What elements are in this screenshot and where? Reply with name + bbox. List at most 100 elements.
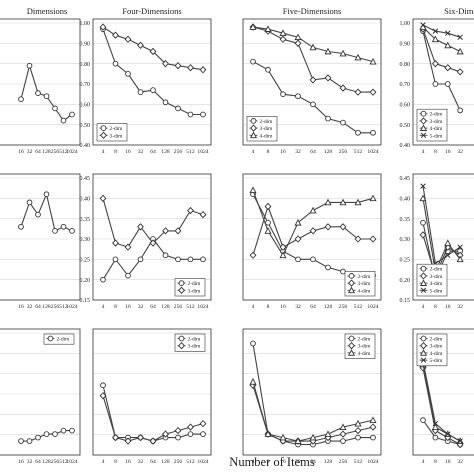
x-tick-label: 4: [422, 149, 425, 155]
x-tick-label: 32: [295, 459, 301, 465]
panel-frame: [0, 18, 81, 146]
data-point: [309, 227, 317, 235]
data-point: [99, 392, 107, 400]
data-point: [419, 231, 427, 239]
data-point: [279, 433, 287, 441]
panel-frame: [412, 173, 474, 301]
legend-label: 3-dim: [430, 119, 444, 125]
legend-label: 2-dim: [260, 119, 274, 125]
legend-marker: [348, 342, 355, 350]
data-point: [162, 227, 169, 235]
x-tick-label: 8: [434, 149, 437, 155]
data-point: [174, 62, 182, 70]
legend-marker: [419, 349, 428, 356]
panel-frame: [92, 173, 212, 301]
data-point: [60, 427, 67, 434]
panel-frame: [242, 328, 382, 456]
legend-label: 4-dim: [430, 126, 444, 132]
legend-marker: [178, 280, 185, 286]
y-tick-label: 0.40: [400, 197, 411, 203]
data-point: [457, 107, 463, 114]
data-point: [249, 23, 257, 30]
data-point: [339, 423, 347, 430]
data-point: [444, 239, 452, 246]
panel-frame: [92, 328, 212, 456]
y-tick-label: 0.30: [80, 237, 91, 243]
data-point: [162, 430, 169, 438]
x-tick-label: 64: [35, 459, 41, 465]
data-point: [324, 47, 332, 55]
y-tick-label: 0.15: [400, 298, 411, 304]
x-tick-label: 32: [457, 304, 463, 310]
x-tick-label: 256: [174, 304, 183, 310]
data-point: [150, 87, 156, 93]
legend-label: 2-dim: [57, 337, 71, 343]
data-point: [137, 223, 144, 231]
data-point: [340, 119, 346, 126]
data-point: [249, 251, 257, 259]
x-tick-label: 1024: [197, 304, 208, 310]
y-tick-label: 0.60: [80, 103, 91, 109]
legend-marker: [178, 335, 185, 342]
legend-marker: [419, 124, 428, 131]
data-point: [431, 60, 439, 68]
y-tick-label: 0.20: [80, 278, 91, 284]
x-tick-label: 16: [445, 149, 451, 155]
legend-label: 2-dim: [430, 267, 444, 273]
data-point: [324, 430, 332, 437]
data-point: [354, 53, 362, 61]
data-point: [43, 431, 50, 437]
y-tick-label: 1.00: [80, 21, 91, 27]
data-point: [309, 206, 317, 214]
data-point: [26, 62, 33, 69]
x-tick-label: 16: [18, 149, 24, 155]
data-point: [354, 235, 362, 243]
data-point: [457, 438, 463, 444]
x-tick-label: 16: [125, 149, 131, 155]
data-point: [99, 23, 107, 31]
x-tick-label: 1024: [367, 149, 378, 155]
legend-label: 3-dim: [188, 344, 202, 350]
data-point: [324, 198, 332, 206]
x-tick-label: 128: [42, 459, 51, 465]
data-point: [432, 28, 439, 34]
y-tick-label: 0.80: [80, 62, 91, 68]
legend-label: 3-dim: [358, 344, 372, 350]
legend-label: 5-dim: [430, 358, 444, 364]
y-tick-label: 0.50: [400, 123, 411, 129]
x-tick-label: 1024: [66, 149, 77, 155]
x-tick-label: 16: [18, 304, 24, 310]
legend-marker: [420, 357, 427, 363]
data-point: [26, 199, 33, 206]
x-tick-label: 8: [267, 304, 270, 310]
legend-marker: [348, 279, 355, 287]
data-point: [35, 90, 41, 97]
legend-marker: [250, 124, 257, 132]
data-point: [354, 419, 362, 427]
panel-frame: [412, 328, 474, 456]
x-tick-label: 256: [339, 459, 348, 465]
data-point: [309, 76, 317, 84]
x-tick-label: 64: [35, 149, 41, 155]
legend-label: 3-dim: [358, 281, 372, 287]
data-point: [264, 202, 272, 211]
x-tick-label: 4: [422, 304, 425, 310]
y-tick-label: 0.70: [400, 82, 411, 88]
data-point: [69, 111, 75, 118]
data-point: [162, 60, 169, 68]
x-tick-label: 512: [354, 149, 363, 155]
data-point: [187, 431, 194, 437]
data-point: [444, 64, 452, 72]
legend: 2-dim: [43, 333, 75, 345]
data-point: [456, 68, 464, 76]
data-point: [26, 438, 33, 444]
data-point: [200, 431, 206, 437]
legend-marker: [47, 335, 54, 342]
data-point: [162, 252, 169, 259]
data-point: [369, 194, 377, 202]
data-point: [324, 74, 332, 82]
